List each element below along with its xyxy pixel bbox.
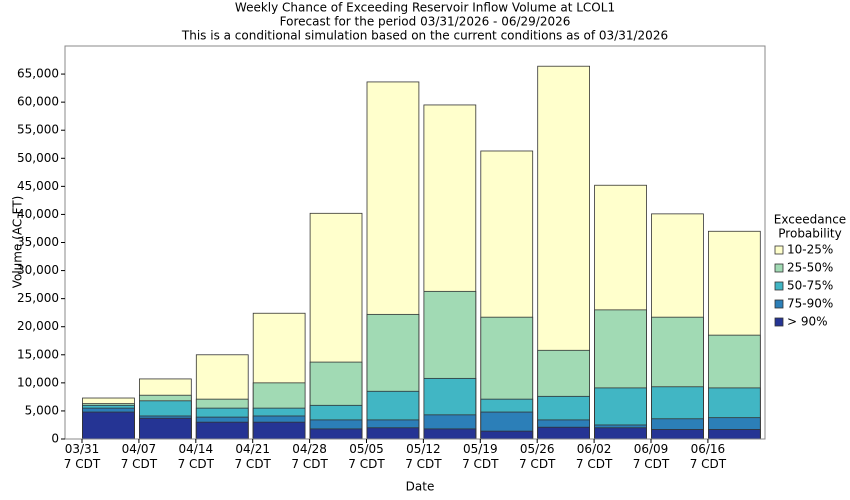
bar [309,428,363,440]
legend-label: > 90% [787,315,828,329]
x-tick-label: 05/12 7 CDT [405,442,442,471]
legend-swatch [774,317,784,327]
legend-swatch [774,281,784,291]
x-tick-label: 06/02 7 CDT [575,442,613,471]
x-tick-label: 05/19 7 CDT [462,442,499,471]
y-tick-label: 25,000 [17,291,59,305]
y-tick-label: 20,000 [17,319,59,333]
x-tick-label: 04/14 7 CDT [177,442,214,471]
x-axis-label: Date [406,480,435,494]
x-tick-label: 06/09 7 CDT [632,442,670,471]
bar [651,429,704,440]
bar [423,428,477,440]
y-axis-label: Volume (AC-FT) [11,196,25,289]
bar [480,430,534,440]
bar [252,421,306,440]
legend-title: Exceedance [774,213,846,227]
y-tick-label: 15,000 [17,347,59,361]
x-tick-label: 03/31 7 CDT [63,442,101,471]
y-tick-label: 45,000 [17,179,59,193]
y-tick-label: 35,000 [17,235,59,249]
y-tick-label: 65,000 [17,67,59,81]
legend-label: 25-50% [787,261,833,275]
y-tick-label: 30,000 [17,263,59,277]
legend-swatch [774,299,784,309]
bar [195,421,249,440]
legend-swatch [774,245,784,255]
bar [594,427,647,440]
bar [366,427,420,440]
x-tick-label: 06/16 7 CDT [689,442,727,471]
legend-label: 50-75% [787,279,833,293]
chart-title: Weekly Chance of Exceeding Reservoir Inf… [235,1,615,15]
y-tick-label: 50,000 [17,151,59,165]
bar [82,411,135,440]
legend-swatch [774,263,784,273]
legend-label: 75-90% [787,297,833,311]
x-tick-label: 04/21 7 CDT [234,442,271,471]
x-tick-label: 05/26 7 CDT [518,442,556,471]
y-tick-label: 60,000 [17,95,59,109]
x-tick-label: 04/07 7 CDT [120,442,158,471]
bar [537,426,591,440]
legend-label: 10-25% [787,243,833,257]
y-tick-label: 10,000 [17,375,59,389]
y-tick-label: 55,000 [17,123,59,137]
chart-subtitle: Forecast for the period 03/31/2026 - 06/… [280,15,571,29]
y-tick-label: 0 [51,432,59,446]
legend-title: Probability [778,227,841,241]
x-tick-label: 05/05 7 CDT [348,442,385,471]
chart-subtitle: This is a conditional simulation based o… [181,29,668,43]
y-tick-label: 40,000 [17,207,59,221]
bar [708,429,761,440]
y-tick-label: 5,000 [25,403,59,417]
x-tick-label: 04/28 7 CDT [291,442,328,471]
bar [138,417,192,440]
